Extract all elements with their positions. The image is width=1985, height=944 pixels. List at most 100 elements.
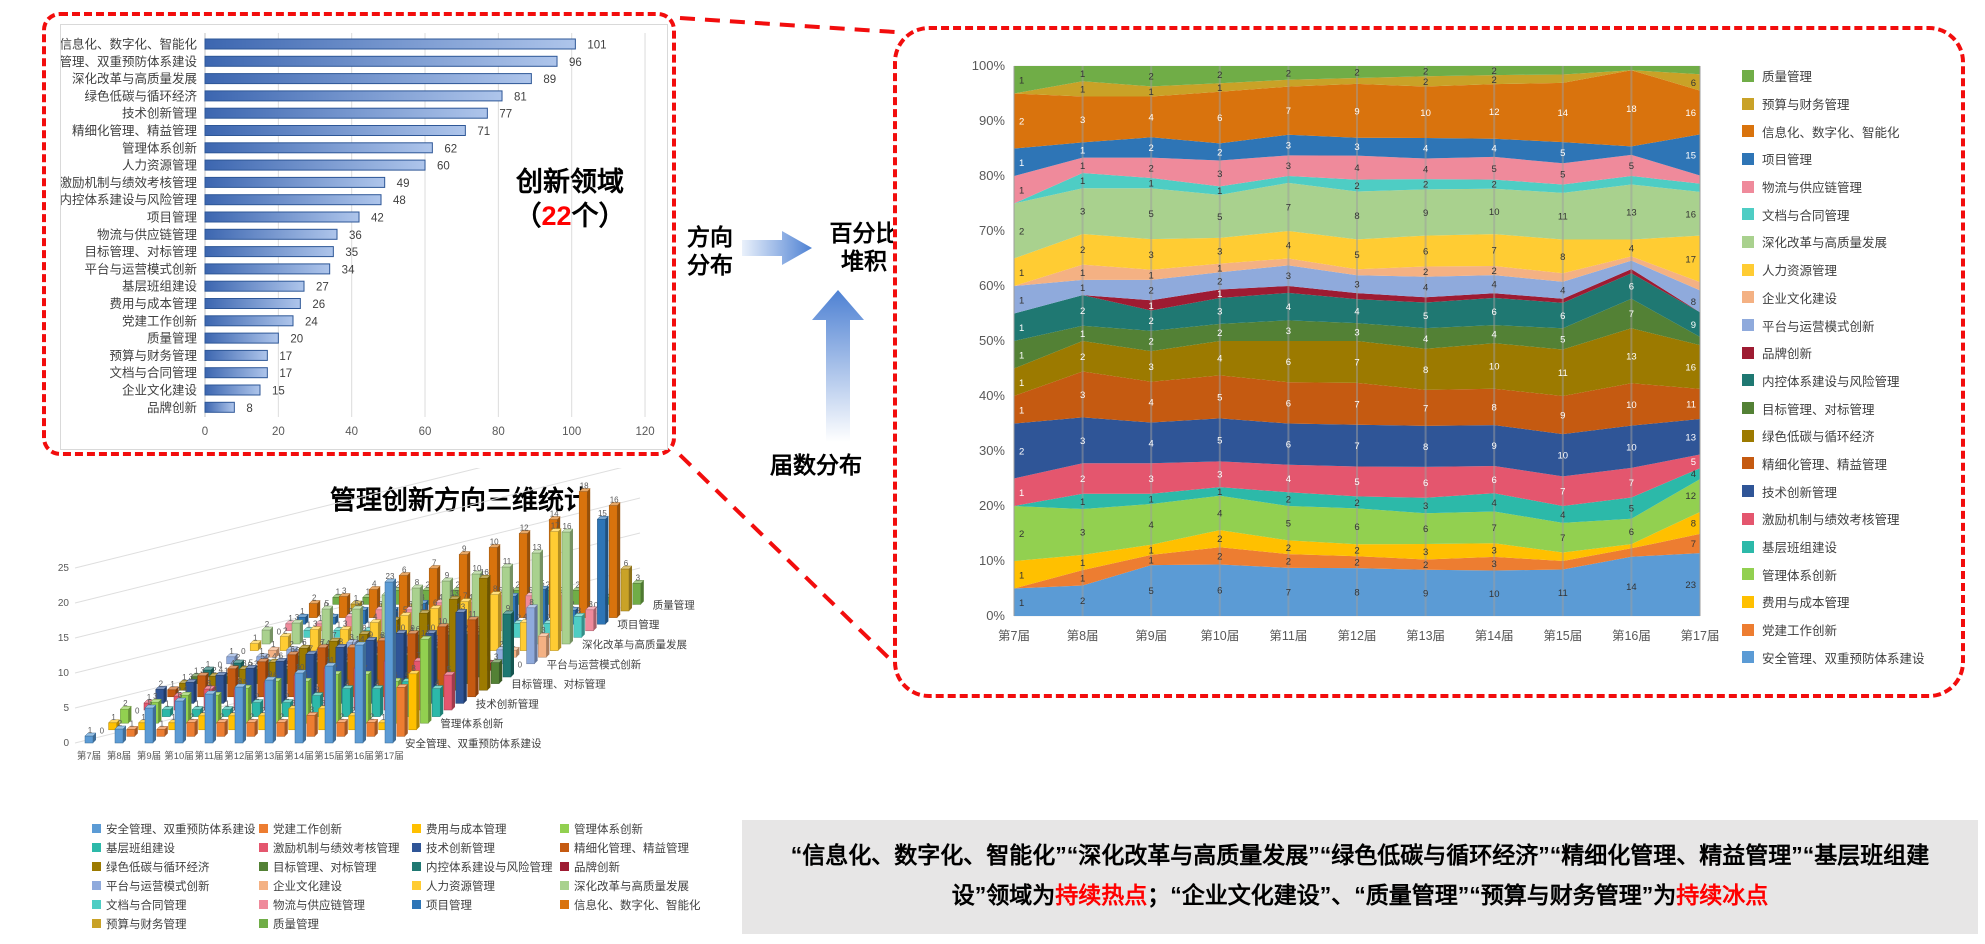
bar3d-value: 4: [523, 613, 528, 622]
segment-value: 7: [1286, 106, 1291, 117]
bar3d-value: 11: [468, 610, 477, 619]
bar3d-top: [398, 572, 411, 576]
segment-value: 9: [1492, 441, 1497, 452]
bar3d-value: 23: [386, 572, 395, 581]
legend-item: 项目管理: [412, 896, 560, 913]
bar3d-side: [416, 670, 420, 730]
segment-value: 2: [1423, 180, 1428, 191]
segment-value: 5: [1560, 334, 1565, 345]
legend-label: 人力资源管理: [1762, 264, 1838, 279]
legend-label: 目标管理、对标管理: [273, 861, 377, 874]
y-axis-tick: 90%: [979, 113, 1005, 128]
segment-value: 1: [1080, 268, 1085, 279]
bar3d-side: [128, 706, 132, 724]
bar3d-value: 6: [433, 599, 438, 608]
segment-value: 8: [1423, 365, 1428, 376]
bar3d-value: 1: [229, 647, 234, 656]
segment-value: 10: [1558, 451, 1569, 462]
segment-value: 4: [1423, 164, 1428, 175]
category-label: 人力资源管理: [122, 158, 198, 173]
segment-value: 3: [1080, 207, 1085, 218]
segment-value: 1: [1080, 69, 1085, 80]
bar3d-top: [249, 640, 262, 644]
legend-label: 精细化管理、精益管理: [1762, 457, 1888, 472]
segment-value: 7: [1629, 478, 1634, 489]
bar3d-front: [489, 594, 499, 651]
bar3d-front: [249, 643, 259, 651]
segment-value: 11: [1558, 212, 1568, 223]
bar3d-top: [345, 639, 359, 644]
segment-value: 9: [1691, 320, 1696, 331]
bar3d-top: [399, 612, 412, 616]
bar3d-value: 4: [373, 613, 378, 622]
bar3d-front: [608, 505, 618, 618]
bar3d-chart-legend: 安全管理、双重预防体系建设 党建工作创新 费用与成本管理 管理体系创新 基层班组建设 激励…: [92, 820, 742, 932]
segment-value: 3: [1080, 436, 1085, 447]
bar3d-front: [186, 722, 196, 737]
bar3d-front: [549, 531, 559, 651]
bar-value: 71: [477, 126, 490, 138]
legend-item: 物流与供应链管理: [259, 896, 412, 913]
segment-value: 5: [1217, 392, 1222, 403]
legend-label: 激励机制与绩效考核管理: [1762, 513, 1900, 528]
legend-label: 技术创新管理: [426, 842, 495, 855]
bar3d-value: 2: [236, 653, 241, 662]
legend-item: 深化改革与高质量发展: [1742, 228, 1957, 256]
y-axis-tick: 20: [58, 598, 70, 609]
bar3d-value: 4: [345, 679, 350, 688]
segment-value: 4: [1149, 112, 1154, 123]
bar3d-front: [234, 686, 244, 744]
legend-swatch: [1742, 346, 1754, 359]
bar3d-side: [335, 614, 339, 625]
bar3d-value: 8: [529, 598, 534, 607]
segment-value: 2: [1217, 534, 1222, 545]
bar3d-side: [188, 692, 192, 724]
bar3d-value: 2: [231, 706, 236, 715]
bar3d-top: [339, 626, 352, 630]
bar3d-value: 2: [190, 712, 195, 721]
bar3d-value: 5: [249, 658, 254, 667]
bar3d-value: 3: [242, 659, 247, 668]
segment-value: 7: [1560, 533, 1565, 544]
bar3d-value: 1: [336, 587, 341, 596]
legend-swatch: [259, 824, 268, 833]
gridline: [74, 497, 641, 639]
bar3d-front: [126, 729, 136, 737]
segment-value: 1: [1149, 494, 1154, 505]
bar3d-side: [300, 620, 303, 644]
bar3d-side: [511, 611, 514, 677]
segment-value: 5: [1354, 477, 1359, 488]
segment-value: 8: [1691, 518, 1696, 529]
legend-swatch: [259, 919, 268, 928]
y-axis-tick: 100%: [972, 58, 1006, 73]
bar3d-side: [305, 614, 309, 625]
legend-swatch: [92, 900, 101, 909]
bar3d-side: [463, 609, 467, 704]
bar3d-value: 3: [577, 606, 582, 615]
segment-value: 7: [1354, 399, 1359, 410]
bar3d-value: 2: [118, 719, 123, 728]
bar-value: 49: [397, 178, 410, 190]
bar3d-value: 16: [563, 522, 572, 531]
legend-label: 企业文化建设: [273, 880, 342, 893]
bar3d-value: 2: [516, 580, 521, 589]
bar3d-value: 9: [410, 624, 415, 633]
segment-value: 6: [1286, 398, 1291, 409]
bar3d-front: [306, 715, 316, 737]
segment-value: 2: [1286, 557, 1291, 568]
y-axis-tick: 10: [58, 668, 70, 679]
category-label: 平台与运营模式创新: [84, 261, 197, 276]
bar3d-value: 5: [528, 586, 533, 595]
right-arrow-icon: [742, 231, 812, 265]
bar: [204, 315, 294, 327]
bar3d-value: 3: [321, 699, 326, 708]
segment-value: 13: [1685, 432, 1696, 443]
legend-swatch: [560, 824, 569, 833]
legend-item: 企业文化建设: [259, 877, 412, 894]
segment-value: 10: [1489, 589, 1500, 600]
bar3d-top: [525, 604, 539, 609]
bar3d-front: [431, 688, 441, 717]
segment-value: 17: [1685, 254, 1696, 265]
bar-value: 24: [305, 316, 318, 328]
bar3d-value: 3: [342, 587, 347, 596]
